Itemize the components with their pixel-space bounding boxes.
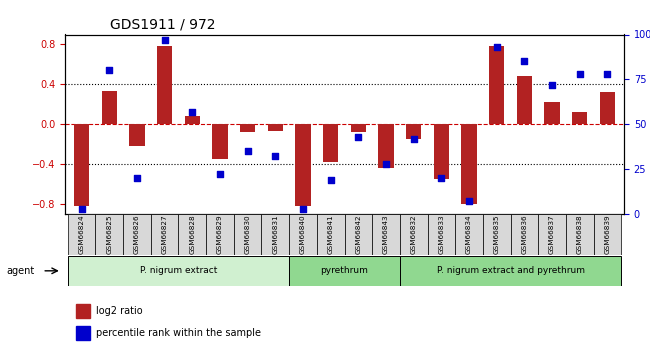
Text: pyrethrum: pyrethrum (320, 266, 369, 275)
Bar (489, 47, 504, 124)
Bar (240, 124, 255, 132)
Bar (206, 214, 234, 255)
Bar (213, 124, 228, 159)
Bar (68, 256, 289, 286)
Point (270, 154, 281, 159)
Point (464, 199, 474, 204)
Text: GSM66835: GSM66835 (494, 215, 500, 254)
Bar (593, 214, 621, 255)
Bar (400, 256, 621, 286)
Bar (323, 124, 338, 162)
Text: agent: agent (6, 266, 34, 276)
Bar (372, 214, 400, 255)
Text: GSM66826: GSM66826 (134, 215, 140, 254)
Point (326, 177, 336, 183)
Bar (434, 124, 449, 179)
Text: P. nigrum extract and pyrethrum: P. nigrum extract and pyrethrum (437, 266, 584, 275)
Point (519, 59, 530, 64)
Point (77, 206, 87, 211)
Bar (510, 214, 538, 255)
Bar (572, 112, 588, 124)
Bar (157, 47, 172, 124)
Bar (600, 92, 615, 124)
Bar (317, 214, 345, 255)
Point (602, 71, 612, 77)
Text: P. nigrum extract: P. nigrum extract (140, 266, 217, 275)
Bar (406, 124, 421, 139)
Bar (545, 102, 560, 124)
Point (242, 148, 253, 154)
Point (104, 68, 114, 73)
Bar (96, 214, 123, 255)
Text: GDS1911 / 972: GDS1911 / 972 (110, 18, 215, 32)
Bar (538, 214, 566, 255)
Bar (151, 214, 179, 255)
Text: GSM66838: GSM66838 (577, 215, 582, 254)
Text: GSM66827: GSM66827 (162, 215, 168, 254)
Text: percentile rank within the sample: percentile rank within the sample (96, 328, 261, 338)
Point (491, 44, 502, 50)
Bar (462, 124, 476, 204)
Bar (74, 124, 89, 206)
Bar (566, 214, 593, 255)
Text: GSM66829: GSM66829 (217, 215, 223, 254)
Bar (289, 256, 400, 286)
Text: GSM66830: GSM66830 (244, 215, 251, 254)
Bar (400, 214, 428, 255)
Text: GSM66825: GSM66825 (107, 215, 112, 254)
Text: GSM66831: GSM66831 (272, 215, 278, 254)
Bar (234, 214, 261, 255)
Text: GSM66841: GSM66841 (328, 215, 333, 254)
Bar (123, 214, 151, 255)
Bar (68, 214, 96, 255)
Bar (261, 214, 289, 255)
Bar (483, 214, 510, 255)
Point (353, 134, 363, 139)
Point (436, 175, 447, 181)
Text: GSM66824: GSM66824 (79, 215, 84, 254)
Point (187, 109, 198, 115)
Text: GSM66834: GSM66834 (466, 215, 472, 254)
Bar (517, 76, 532, 124)
Bar (101, 91, 117, 124)
Point (575, 71, 585, 77)
Point (381, 161, 391, 166)
Point (132, 175, 142, 181)
Point (547, 82, 557, 88)
Bar (428, 214, 455, 255)
Text: GSM66836: GSM66836 (521, 215, 527, 254)
Text: GSM66843: GSM66843 (383, 215, 389, 254)
Bar (76, 326, 90, 340)
Point (214, 172, 225, 177)
Text: GSM66833: GSM66833 (438, 215, 445, 254)
Text: GSM66839: GSM66839 (604, 215, 610, 254)
Bar (179, 214, 206, 255)
Point (408, 136, 419, 141)
Text: log2 ratio: log2 ratio (96, 306, 142, 316)
Point (159, 37, 170, 43)
Text: GSM66832: GSM66832 (411, 215, 417, 254)
Text: GSM66840: GSM66840 (300, 215, 306, 254)
Bar (455, 214, 483, 255)
Text: GSM66842: GSM66842 (356, 215, 361, 254)
Bar (289, 214, 317, 255)
Bar (378, 124, 394, 168)
Bar (76, 304, 90, 318)
Text: GSM66828: GSM66828 (189, 215, 195, 254)
Bar (351, 124, 366, 132)
Point (298, 206, 308, 211)
Bar (268, 124, 283, 131)
Text: GSM66837: GSM66837 (549, 215, 555, 254)
Bar (295, 124, 311, 206)
Bar (129, 124, 144, 146)
Bar (185, 116, 200, 124)
Bar (344, 214, 372, 255)
